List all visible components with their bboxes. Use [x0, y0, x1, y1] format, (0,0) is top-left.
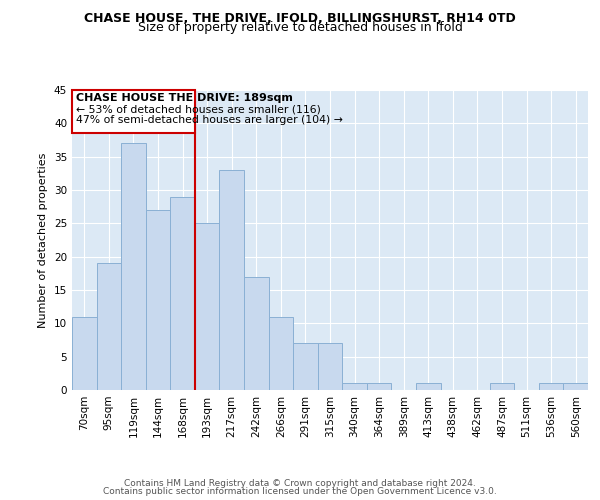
Text: 47% of semi-detached houses are larger (104) →: 47% of semi-detached houses are larger (…	[76, 116, 343, 126]
Bar	[539, 384, 563, 390]
Y-axis label: Number of detached properties: Number of detached properties	[38, 152, 49, 328]
Bar	[293, 344, 318, 390]
Bar	[170, 196, 195, 390]
Bar	[97, 264, 121, 390]
Bar	[72, 316, 97, 390]
Bar	[342, 384, 367, 390]
Bar	[195, 224, 220, 390]
Bar	[146, 210, 170, 390]
Bar	[318, 344, 342, 390]
Bar	[244, 276, 269, 390]
Bar	[490, 384, 514, 390]
FancyBboxPatch shape	[72, 90, 195, 134]
Text: ← 53% of detached houses are smaller (116): ← 53% of detached houses are smaller (11…	[76, 104, 320, 115]
Text: Size of property relative to detached houses in Ifold: Size of property relative to detached ho…	[137, 22, 463, 35]
Bar	[121, 144, 146, 390]
Bar	[367, 384, 391, 390]
Bar	[563, 384, 588, 390]
Bar	[220, 170, 244, 390]
Bar	[416, 384, 440, 390]
Text: Contains HM Land Registry data © Crown copyright and database right 2024.: Contains HM Land Registry data © Crown c…	[124, 478, 476, 488]
Bar	[269, 316, 293, 390]
Text: CHASE HOUSE THE DRIVE: 189sqm: CHASE HOUSE THE DRIVE: 189sqm	[76, 92, 293, 102]
Text: Contains public sector information licensed under the Open Government Licence v3: Contains public sector information licen…	[103, 487, 497, 496]
Text: CHASE HOUSE, THE DRIVE, IFOLD, BILLINGSHURST, RH14 0TD: CHASE HOUSE, THE DRIVE, IFOLD, BILLINGSH…	[84, 12, 516, 26]
